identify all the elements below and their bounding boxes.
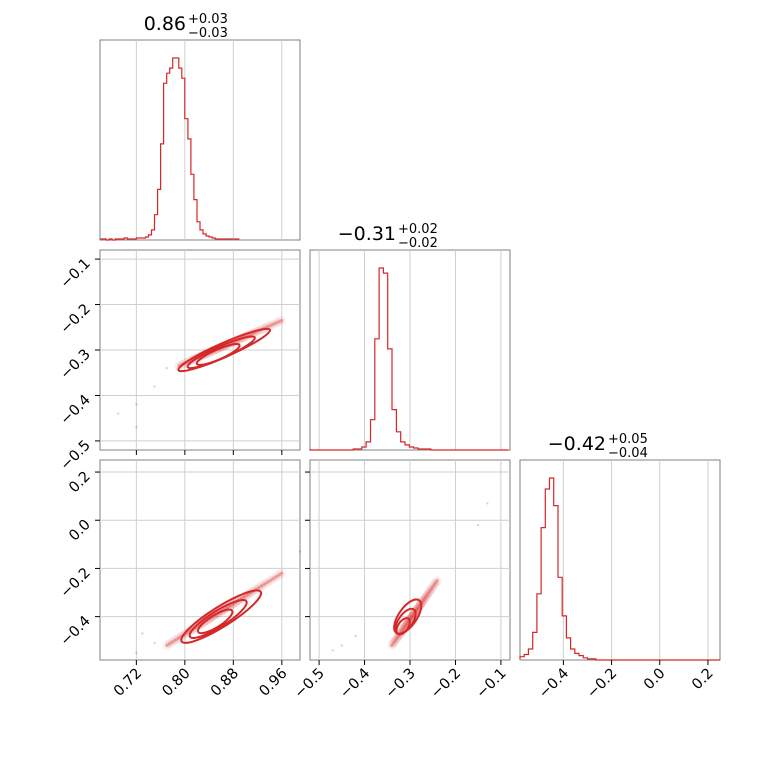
scatter-2-0-outlier-0 xyxy=(135,651,138,654)
scatter-2-1-density-point-40 xyxy=(432,576,442,585)
scatter-2-1-outlier-2 xyxy=(486,502,489,505)
scatter-1-0-ytick-label-4: −0.5 xyxy=(58,437,94,473)
scatter-1-0-contour-2 xyxy=(177,327,272,373)
scatter-2-0-xtick-label-1: 0.80 xyxy=(160,666,194,700)
scatter-2-1-outlier-0 xyxy=(340,644,343,647)
hist-1-title: −0.31 +0.02−0.02 xyxy=(338,222,438,251)
scatter-2-0-density-point-33 xyxy=(257,581,267,591)
hist-2-xtick-label-0: −0.4 xyxy=(536,666,572,702)
scatter-2-1-density-point-33 xyxy=(424,587,434,597)
hist-2-xtick-label-2: 0.0 xyxy=(641,666,669,694)
scatter-1-0-density-point-38 xyxy=(272,318,282,328)
scatter-1-0-density-point-40 xyxy=(277,316,287,325)
scatter-2-1-xtick-label-0: −0.5 xyxy=(292,666,328,702)
hist-0-title-plus: +0.03 xyxy=(188,12,228,27)
hist-2-title-value: −0.42 xyxy=(548,433,606,455)
scatter-2-0-ytick-label-2: −0.2 xyxy=(58,565,94,601)
scatter-1-0-outlier-4 xyxy=(135,403,138,406)
scatter-2-1-density-point-37 xyxy=(429,580,439,590)
scatter-1-0-outlier-0 xyxy=(117,412,120,415)
scatter-2-1-density-point-30 xyxy=(421,592,431,602)
scatter-2-1-density-point-25 xyxy=(415,600,425,610)
scatter-1-0-outlier-2 xyxy=(153,385,156,388)
scatter-2-1-density-point-3 xyxy=(390,636,400,646)
hist-2-frame xyxy=(519,459,721,661)
scatter-2-1-density-point-38 xyxy=(430,579,440,589)
scatter-2-1-xtick-label-2: −0.3 xyxy=(383,666,419,702)
scatter-2-1-outlier-3 xyxy=(477,523,480,527)
scatter-2-1-density-point-2 xyxy=(389,637,399,647)
scatter-2-0-density-point-38 xyxy=(271,572,281,582)
scatter-2-0-density-point-40 xyxy=(277,568,287,578)
scatter-2-0-density-point-34 xyxy=(260,579,269,589)
scatter-2-1-density-point-0 xyxy=(387,641,397,650)
scatter-2-0-density-point-37 xyxy=(268,574,278,584)
scatter-2-1-outlier-4 xyxy=(331,649,334,652)
hist-0-title-value: 0.86 xyxy=(144,13,186,35)
scatter-2-0-outlier-2 xyxy=(298,550,302,553)
scatter-1-0-outlier-3 xyxy=(165,367,168,370)
hist-2-title-plus: +0.05 xyxy=(608,432,648,447)
scatter-2-1-density-point-4 xyxy=(391,634,401,644)
hist-1-step-line xyxy=(309,267,509,451)
scatter-2-1-xtick-label-3: −0.2 xyxy=(428,666,464,702)
scatter-2-0-ytick-label-3: −0.4 xyxy=(58,613,94,649)
hist-2-step-line xyxy=(519,477,720,661)
scatter-1-0-ytick-label-3: −0.4 xyxy=(58,392,94,428)
hist-0-title: 0.86 +0.03−0.03 xyxy=(144,12,228,41)
scatter-2-1-density-point-29 xyxy=(420,593,430,603)
scatter-2-0-xtick-label-3: 0.96 xyxy=(256,666,290,700)
scatter-1-0-density-point-0 xyxy=(174,361,184,371)
hist-1-title-value: −0.31 xyxy=(338,223,396,245)
scatter-2-0-density-point-0 xyxy=(162,641,172,650)
hist-2-xtick-label-1: −0.2 xyxy=(584,666,620,702)
scatter-2-0-contour-0 xyxy=(196,608,234,635)
scatter-1-0-ytick-label-0: −0.1 xyxy=(58,256,94,292)
scatter-2-1-density-point-34 xyxy=(426,585,435,595)
scatter-2-1-xtick-label-1: −0.4 xyxy=(337,666,373,702)
hist-2-title: −0.42 +0.05−0.04 xyxy=(548,432,648,461)
scatter-2-1-density-point-39 xyxy=(431,577,441,587)
scatter-1-0-density-point-37 xyxy=(269,319,279,329)
scatter-1-0-density-point-36 xyxy=(267,320,276,330)
scatter-2-0-density-point-1 xyxy=(165,639,174,649)
scatter-2-0-density-point-35 xyxy=(262,577,272,587)
hist-0-title-minus: −0.03 xyxy=(188,26,228,41)
scatter-2-0-ridge xyxy=(165,571,284,648)
hist-0-step-line xyxy=(100,57,240,241)
scatter-2-0-density-point-3 xyxy=(170,635,180,645)
scatter-1-0-outlier-1 xyxy=(135,426,138,429)
scatter-2-1-contour-2 xyxy=(393,598,423,635)
scatter-2-1-outlier-1 xyxy=(354,634,357,638)
scatter-2-0-outlier-1 xyxy=(153,641,156,645)
hist-0-frame xyxy=(99,39,301,241)
scatter-1-0-contour-1 xyxy=(186,335,256,370)
scatter-2-1-density-point-36 xyxy=(428,582,438,592)
scatter-2-0-density-point-39 xyxy=(274,570,284,580)
scatter-2-0-density-point-36 xyxy=(265,576,275,585)
scatter-2-1-density-point-35 xyxy=(427,584,437,594)
scatter-2-0-xtick-label-2: 0.88 xyxy=(208,666,242,700)
scatter-1-0-ytick-label-1: −0.2 xyxy=(58,301,94,337)
scatter-1-0-density-point-39 xyxy=(274,317,284,327)
scatter-2-1-density-point-20 xyxy=(410,608,419,618)
scatter-2-0-outlier-3 xyxy=(141,632,144,635)
scatter-2-1-density-point-1 xyxy=(388,639,398,649)
hist-1-title-minus: −0.02 xyxy=(398,236,438,251)
scatter-2-0-density-point-2 xyxy=(167,637,177,647)
scatter-2-0-frame xyxy=(99,459,301,661)
scatter-2-0-ytick-label-1: 0.0 xyxy=(66,517,94,545)
hist-2-xtick-label-3: 0.2 xyxy=(689,666,717,694)
scatter-2-0-contour-1 xyxy=(188,599,248,639)
hist-2-title-minus: −0.04 xyxy=(608,446,648,461)
scatter-2-0-xtick-label-0: 0.72 xyxy=(111,666,145,700)
scatter-2-1-density-point-31 xyxy=(422,590,432,600)
scatter-2-0-ytick-label-0: 0.2 xyxy=(66,469,94,497)
scatter-2-0-contour-2 xyxy=(180,589,263,644)
scatter-2-1-xtick-label-4: −0.1 xyxy=(474,666,510,702)
scatter-1-0-ytick-label-2: −0.3 xyxy=(58,347,94,383)
scatter-2-1-density-point-32 xyxy=(423,589,433,598)
hist-1-title-plus: +0.02 xyxy=(398,222,438,237)
